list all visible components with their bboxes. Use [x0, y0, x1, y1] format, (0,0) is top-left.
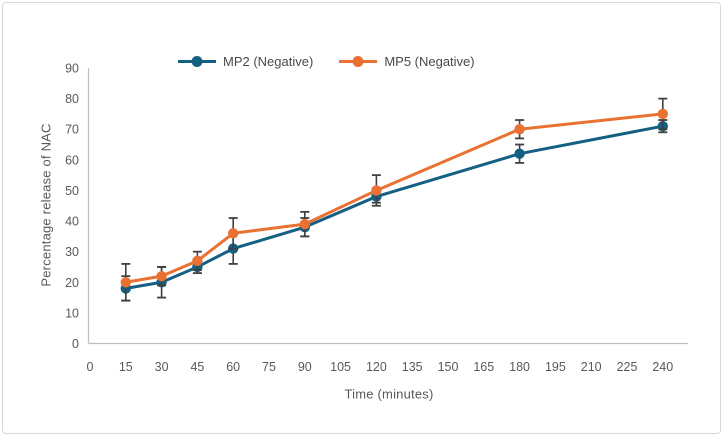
svg-text:0: 0 [87, 360, 94, 374]
legend-label-mp2: MP2 (Negative) [223, 54, 314, 69]
y-axis-title: Percentage release of NAC [38, 123, 54, 287]
legend-item-mp5[interactable]: MP5 (Negative) [339, 54, 475, 69]
legend-marker-mp5-icon [339, 56, 378, 67]
svg-text:180: 180 [509, 360, 530, 374]
svg-text:15: 15 [119, 360, 133, 374]
svg-text:50: 50 [65, 184, 79, 198]
svg-text:195: 195 [545, 360, 566, 374]
svg-text:105: 105 [330, 360, 351, 374]
svg-text:240: 240 [652, 360, 673, 374]
svg-text:0: 0 [72, 337, 79, 351]
svg-text:90: 90 [298, 360, 312, 374]
svg-text:45: 45 [190, 360, 204, 374]
svg-text:20: 20 [65, 276, 79, 290]
svg-text:30: 30 [65, 245, 79, 259]
svg-text:135: 135 [402, 360, 423, 374]
svg-text:60: 60 [65, 153, 79, 167]
svg-text:60: 60 [226, 360, 240, 374]
svg-text:150: 150 [438, 360, 459, 374]
svg-text:30: 30 [155, 360, 169, 374]
legend: MP2 (Negative) MP5 (Negative) [178, 54, 475, 69]
svg-text:210: 210 [581, 360, 602, 374]
x-axis-title: Time (minutes) [344, 386, 434, 402]
svg-text:40: 40 [65, 215, 79, 229]
legend-label-mp5: MP5 (Negative) [384, 54, 475, 69]
svg-text:165: 165 [473, 360, 494, 374]
svg-text:70: 70 [65, 123, 79, 137]
svg-text:75: 75 [262, 360, 276, 374]
svg-text:120: 120 [366, 360, 387, 374]
svg-text:80: 80 [65, 92, 79, 106]
svg-text:225: 225 [617, 360, 638, 374]
svg-text:10: 10 [65, 306, 79, 320]
legend-item-mp2[interactable]: MP2 (Negative) [178, 54, 313, 69]
legend-marker-mp2-icon [178, 56, 216, 67]
svg-text:90: 90 [65, 62, 79, 76]
